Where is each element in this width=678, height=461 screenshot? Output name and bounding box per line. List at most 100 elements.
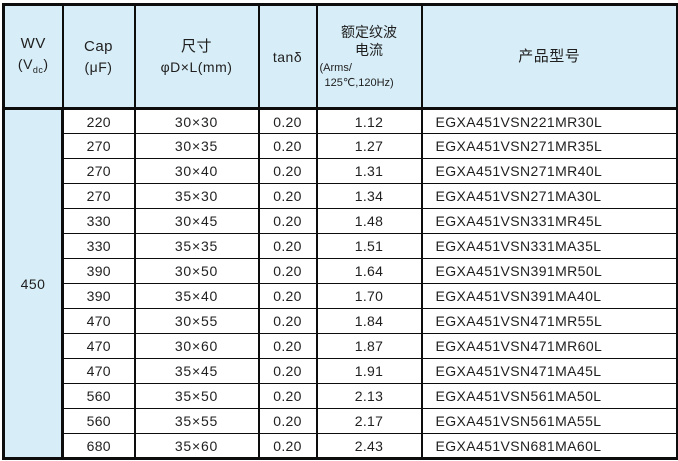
cap-cell: 270 bbox=[61, 158, 136, 184]
wv-header-line1: WV bbox=[20, 35, 46, 53]
cap-cell: 390 bbox=[61, 258, 136, 284]
table-row: 450 220 30×30 0.20 1.12 EGXA451VSN221MR30L bbox=[2, 108, 678, 459]
table-row: 470 30×60 0.20 1.87 EGXA451VSN471MR60L bbox=[4, 333, 678, 359]
table-row: 270 35×30 0.20 1.34 EGXA451VSN271MA30L bbox=[4, 183, 678, 209]
model-cell: EGXA451VSN471MR55L bbox=[420, 308, 678, 334]
model-cell: EGXA451VSN471MA45L bbox=[420, 358, 678, 384]
ripple-cell: 1.91 bbox=[315, 358, 423, 384]
col-header-ripple: 额定纹波 电流 (Arms/ 125℃,120Hz) bbox=[315, 4, 423, 110]
tand-cell: 0.20 bbox=[257, 308, 318, 334]
tand-cell: 0.20 bbox=[257, 358, 318, 384]
model-cell: EGXA451VSN271MR35L bbox=[420, 133, 678, 159]
ripple-cell: 1.48 bbox=[315, 208, 423, 234]
size-cell: 30×60 bbox=[133, 333, 260, 359]
table-row: 470 30×55 0.20 1.84 EGXA451VSN471MR55L bbox=[4, 308, 678, 334]
ripple-cell: 1.12 bbox=[315, 108, 423, 134]
tand-cell: 0.20 bbox=[257, 183, 318, 209]
model-cell: EGXA451VSN391MA40L bbox=[420, 283, 678, 309]
tand-cell: 0.20 bbox=[257, 108, 318, 134]
ripple-unit-line: (Arms/ bbox=[319, 61, 352, 74]
col-header-model: 产品型号 bbox=[420, 4, 678, 110]
table-row: 560 35×50 0.20 2.13 EGXA451VSN561MA50L bbox=[4, 383, 678, 409]
wv-unit-pre: (V bbox=[17, 56, 33, 73]
header-row: WV (Vdc) Cap (μF) 尺寸 φD×L(mm) tanδ 额定纹波 … bbox=[2, 4, 678, 110]
ripple-cell: 1.84 bbox=[315, 308, 423, 334]
cap-cell: 270 bbox=[61, 183, 136, 209]
tand-cell: 0.20 bbox=[257, 383, 318, 409]
wv-unit-post: ) bbox=[43, 56, 49, 73]
table-row: 270 30×40 0.20 1.31 EGXA451VSN271MR40L bbox=[4, 158, 678, 184]
table-row: 680 35×60 0.20 2.43 EGXA451VSN681MA60L bbox=[4, 433, 678, 459]
tand-cell: 0.20 bbox=[257, 258, 318, 284]
cap-cell: 680 bbox=[61, 433, 136, 459]
ripple-cell: 1.64 bbox=[315, 258, 423, 284]
table-row: 560 35×55 0.20 2.17 EGXA451VSN561MA55L bbox=[4, 408, 678, 434]
ripple-condition-line: 125℃,120Hz) bbox=[324, 76, 394, 89]
ripple-header-conditions: (Arms/ 125℃,120Hz) bbox=[319, 61, 420, 91]
cap-cell: 470 bbox=[61, 308, 136, 334]
model-cell: EGXA451VSN471MR60L bbox=[420, 333, 678, 359]
size-cell: 35×60 bbox=[133, 433, 260, 459]
cap-cell: 560 bbox=[61, 383, 136, 409]
tand-cell: 0.20 bbox=[257, 333, 318, 359]
table-row: 390 35×40 0.20 1.70 EGXA451VSN391MA40L bbox=[4, 283, 678, 309]
ripple-header-line2: 电流 bbox=[355, 41, 383, 58]
model-cell: EGXA451VSN561MA50L bbox=[420, 383, 678, 409]
size-header-line2: φD×L(mm) bbox=[160, 59, 233, 75]
tand-cell: 0.20 bbox=[257, 158, 318, 184]
model-cell: EGXA451VSN331MA35L bbox=[420, 233, 678, 259]
size-cell: 30×50 bbox=[133, 258, 260, 284]
cap-cell: 560 bbox=[61, 408, 136, 434]
tand-cell: 0.20 bbox=[257, 283, 318, 309]
tand-cell: 0.20 bbox=[257, 233, 318, 259]
table-row: 390 30×50 0.20 1.64 EGXA451VSN391MR50L bbox=[4, 258, 678, 284]
model-cell: EGXA451VSN271MA30L bbox=[420, 183, 678, 209]
col-header-tand: tanδ bbox=[257, 4, 318, 110]
size-cell: 30×45 bbox=[133, 208, 260, 234]
model-cell: EGXA451VSN271MR40L bbox=[420, 158, 678, 184]
wv-header-line2: (Vdc) bbox=[6, 54, 61, 80]
tand-cell: 0.20 bbox=[257, 133, 318, 159]
wv-unit-sub: dc bbox=[32, 64, 44, 75]
cap-header-line2: (μF) bbox=[84, 59, 113, 75]
size-cell: 35×40 bbox=[133, 283, 260, 309]
size-cell: 30×35 bbox=[133, 133, 260, 159]
tand-cell: 0.20 bbox=[257, 208, 318, 234]
ripple-header-line1: 额定纹波 bbox=[341, 23, 397, 40]
table-body: 450 220 30×30 0.20 1.12 EGXA451VSN221MR30L 270… bbox=[2, 108, 678, 459]
model-cell: EGXA451VSN391MR50L bbox=[420, 258, 678, 284]
size-cell: 30×40 bbox=[133, 158, 260, 184]
table-row: 470 35×45 0.20 1.91 EGXA451VSN471MA45L bbox=[4, 358, 678, 384]
table-row: 270 30×35 0.20 1.27 EGXA451VSN271MR35L bbox=[4, 133, 678, 159]
tand-cell: 0.20 bbox=[257, 408, 318, 434]
cap-cell: 470 bbox=[61, 358, 136, 384]
wv-value-cell: 450 bbox=[2, 108, 64, 459]
cap-cell: 330 bbox=[61, 208, 136, 234]
model-cell: EGXA451VSN561MA55L bbox=[420, 408, 678, 434]
capacitor-spec-table: WV (Vdc) Cap (μF) 尺寸 φD×L(mm) tanδ 额定纹波 … bbox=[2, 3, 678, 460]
size-cell: 35×35 bbox=[133, 233, 260, 259]
tand-header-label: tanδ bbox=[272, 48, 303, 65]
cap-cell: 270 bbox=[61, 133, 136, 159]
cap-cell: 470 bbox=[61, 333, 136, 359]
ripple-cell: 1.70 bbox=[315, 283, 423, 309]
ripple-cell: 2.43 bbox=[315, 433, 423, 459]
ripple-cell: 2.17 bbox=[315, 408, 423, 434]
size-cell: 35×55 bbox=[133, 408, 260, 434]
cap-cell: 390 bbox=[61, 283, 136, 309]
ripple-cell: 1.51 bbox=[315, 233, 423, 259]
ripple-cell: 1.27 bbox=[315, 133, 423, 159]
model-cell: EGXA451VSN221MR30L bbox=[420, 108, 678, 134]
table-row: 330 35×35 0.20 1.51 EGXA451VSN331MA35L bbox=[4, 233, 678, 259]
model-header-label: 产品型号 bbox=[518, 48, 581, 65]
size-cell: 35×30 bbox=[133, 183, 260, 209]
table-header: WV (Vdc) Cap (μF) 尺寸 φD×L(mm) tanδ 额定纹波 … bbox=[2, 4, 678, 110]
size-cell: 35×45 bbox=[133, 358, 260, 384]
table-row: 330 30×45 0.20 1.48 EGXA451VSN331MR45L bbox=[4, 208, 678, 234]
cap-cell: 330 bbox=[61, 233, 136, 259]
tand-cell: 0.20 bbox=[257, 433, 318, 459]
ripple-cell: 1.34 bbox=[315, 183, 423, 209]
size-cell: 30×30 bbox=[133, 108, 260, 134]
col-header-wv: WV (Vdc) bbox=[2, 4, 64, 110]
model-cell: EGXA451VSN331MR45L bbox=[420, 208, 678, 234]
